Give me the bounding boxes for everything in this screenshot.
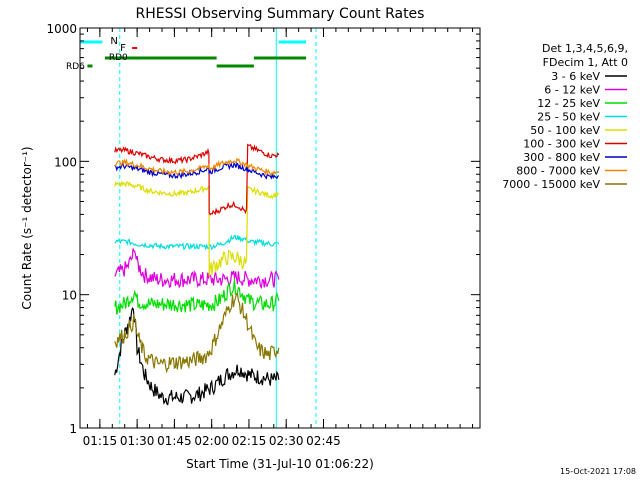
legend-entry-label: 300 - 800 keV [523, 151, 600, 164]
series-line-9 [114, 292, 280, 374]
legend-entry-label: 50 - 100 keV [530, 124, 600, 137]
y-tick-label: 100 [54, 155, 77, 169]
series-line-8 [114, 157, 280, 176]
legend-entry-label: 800 - 7000 keV [516, 165, 600, 178]
x-tick-label: 01:45 [157, 434, 192, 448]
legend-entry-label: 6 - 12 keV [544, 84, 600, 97]
series-line-3 [114, 278, 280, 315]
x-tick-label: 02:30 [269, 434, 304, 448]
series-line-5 [114, 180, 280, 277]
plot-frame [79, 27, 481, 429]
y-tick-label: 10 [62, 289, 77, 303]
x-tick-label: 02:15 [232, 434, 267, 448]
series-line-6 [114, 143, 280, 216]
series-line-1 [114, 306, 280, 406]
y-axis-label: Count Rate (s⁻¹ detector⁻¹) [20, 146, 34, 309]
rd6-flag-label: RD6 [66, 62, 85, 72]
x-tick-label: 02:45 [306, 434, 341, 448]
legend-entry-label: 25 - 50 keV [537, 111, 600, 124]
y-tick-label: 1000 [46, 22, 77, 36]
x-tick-label: 02:00 [194, 434, 229, 448]
x-tick-label: 01:30 [120, 434, 155, 448]
x-axis-label: Start Time (31-Jul-10 01:06:22) [186, 457, 374, 471]
legend-header-line-1: Det 1,3,4,5,6,9, [542, 42, 628, 55]
chart-title: RHESSI Observing Summary Count Rates [136, 6, 425, 22]
y-axis: 1 10 100 1000 [46, 22, 480, 436]
legend-entry-label: 12 - 25 keV [537, 97, 600, 110]
series-layer [114, 143, 280, 406]
y-tick-label: 1 [69, 422, 77, 436]
series-line-7 [114, 162, 280, 180]
rd0-flag-label: RD0 [109, 53, 128, 63]
legend: Det 1,3,4,5,6,9, FDecim 1, Att 0 3 - 6 k… [502, 42, 628, 191]
legend-entry-label: 3 - 6 keV [551, 70, 600, 83]
legend-header-line-2: FDecim 1, Att 0 [543, 56, 628, 69]
series-line-2 [114, 248, 280, 290]
f-flag-label: F [120, 43, 126, 54]
x-axis: 01:15 01:30 01:45 02:00 02:15 02:30 02:45 [83, 28, 474, 448]
x-tick-label: 01:15 [83, 434, 118, 448]
series-line-4 [114, 234, 280, 251]
timestamp: 15-Oct-2021 17:08 [560, 467, 636, 476]
legend-entry-label: 7000 - 15000 keV [502, 178, 600, 191]
n-flag-label: N [110, 36, 117, 47]
legend-entry-label: 100 - 300 keV [523, 138, 600, 151]
